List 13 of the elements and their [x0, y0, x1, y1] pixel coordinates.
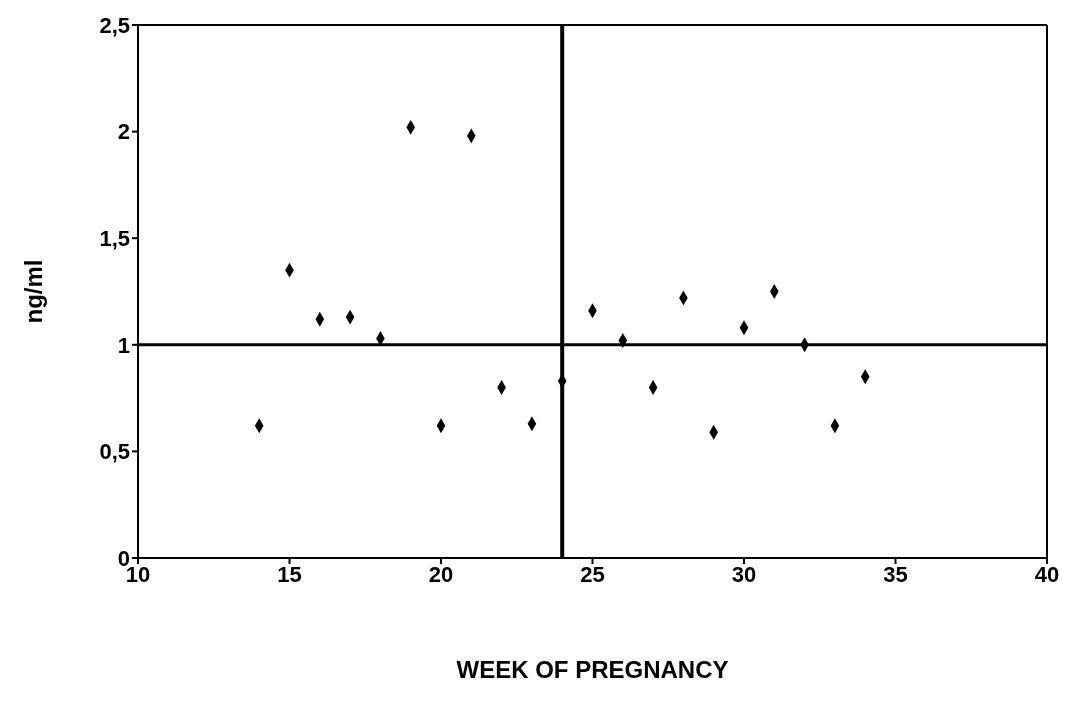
y-tick-label: 1 — [117, 332, 130, 358]
x-tick-label: 25 — [580, 561, 605, 587]
x-tick-label: 30 — [731, 561, 757, 587]
y-tick-label: 2 — [117, 119, 130, 145]
x-axis-title: WEEK OF PREGNANCY — [456, 656, 729, 683]
x-tick-label: 40 — [1034, 561, 1060, 587]
y-tick-label: 2,5 — [99, 12, 130, 38]
y-tick-label: 0,5 — [99, 439, 130, 465]
x-tick-label: 35 — [883, 561, 908, 587]
y-tick-label: 1,5 — [99, 226, 130, 252]
y-axis-title: ng/ml — [19, 259, 47, 324]
x-tick-label: 20 — [428, 561, 454, 587]
x-tick-label: 15 — [277, 561, 302, 587]
